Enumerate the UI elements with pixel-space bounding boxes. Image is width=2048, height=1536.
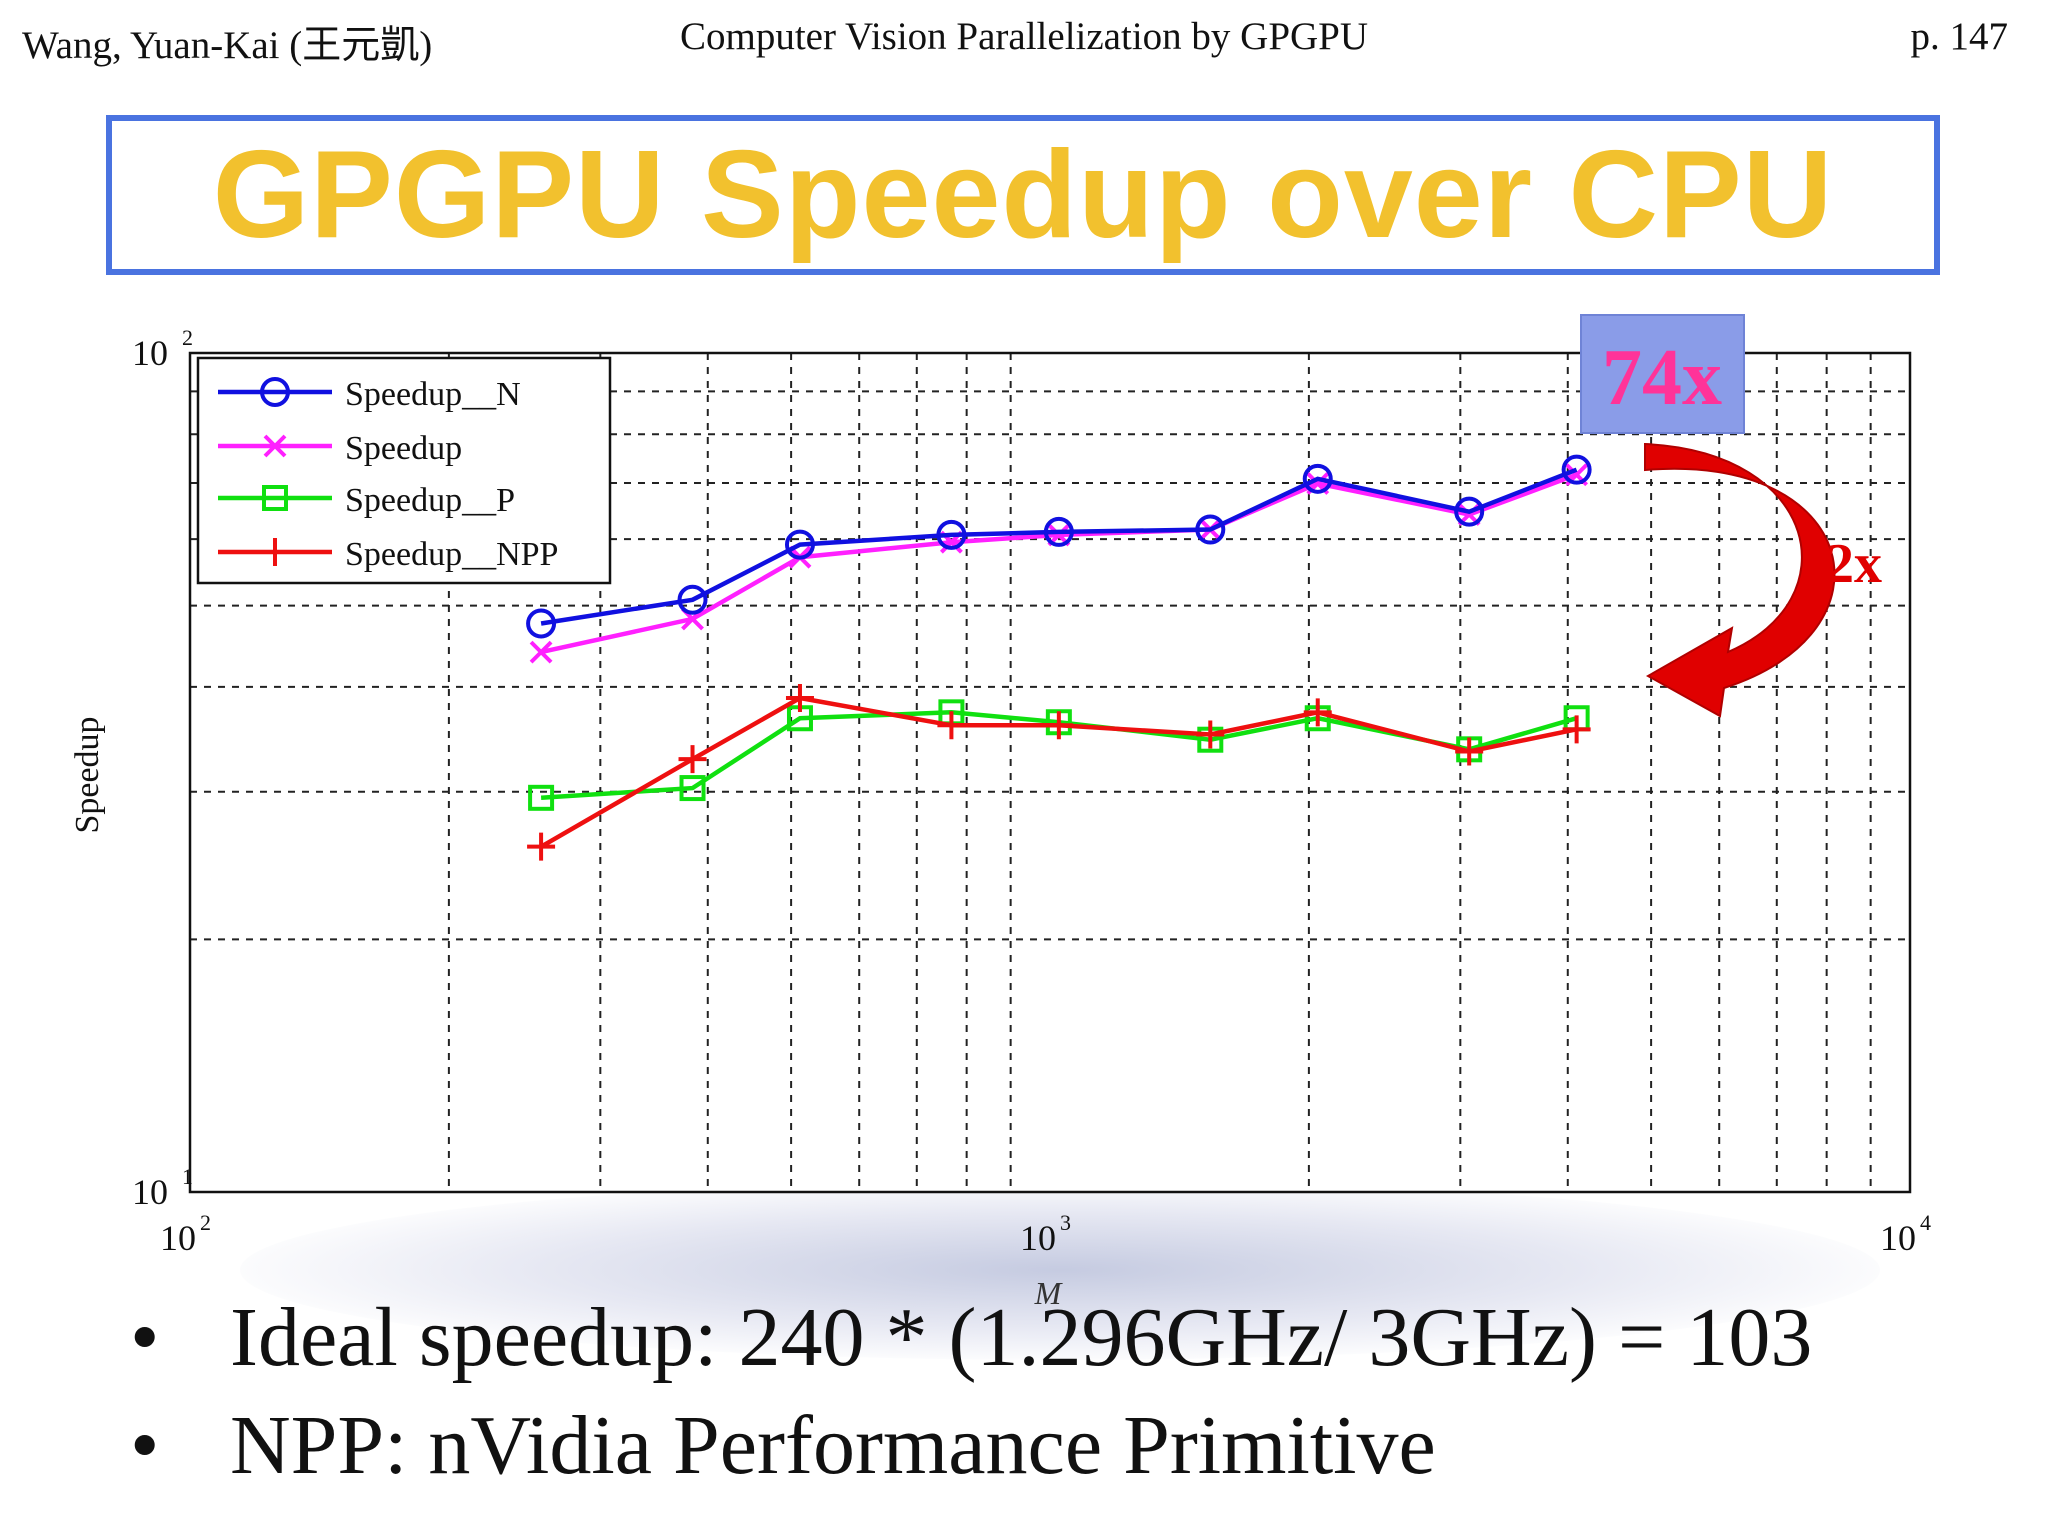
legend-label: Speedup: [345, 430, 462, 467]
data-point: [527, 832, 556, 861]
data-point: [1302, 463, 1333, 494]
data-point: [1044, 711, 1073, 740]
x-tick-label-base: 10: [160, 1218, 196, 1258]
cloud-shadow-decoration: [240, 1180, 1880, 1360]
y-tick-label-base: 10: [132, 333, 168, 373]
data-point: [679, 775, 706, 802]
data-point: [937, 711, 966, 740]
slide-title: GPGPU Speedup over CPU: [212, 126, 1834, 264]
bullet-text: Ideal speedup: 240 * (1.296GHz/ 3GHz) = …: [230, 1291, 1813, 1384]
data-point: [528, 784, 555, 811]
data-point: [1196, 720, 1225, 749]
x-tick-label: 10 3: [1020, 1210, 1071, 1258]
x-tick-label-exponent: 2: [200, 1210, 211, 1235]
legend-label: Speedup__NPP: [345, 536, 558, 573]
curved-arrow-shape: [1644, 442, 1836, 718]
data-point: [1455, 737, 1484, 766]
x-axis-label: M: [1034, 1275, 1064, 1311]
data-point: [1562, 715, 1591, 744]
legend-item: Speedup__N: [218, 376, 521, 413]
data-point: [1043, 516, 1074, 547]
y-tick-label-base: 10: [132, 1172, 168, 1212]
slide-header: Wang, Yuan-Kai (王元凱) Computer Vision Par…: [0, 14, 2048, 67]
y-tick-label: 10 2: [132, 325, 193, 373]
chart-legend: Speedup__N Speedup Speedup__P Speedup__NPP: [196, 356, 612, 585]
legend-box: [196, 356, 612, 585]
bullet-marker: •: [130, 1399, 160, 1492]
annotation-74x-box: [1580, 314, 1745, 434]
legend-item: Speedup__NPP: [218, 536, 558, 573]
x-tick-label-exponent: 4: [1920, 1210, 1931, 1235]
data-point: [677, 584, 708, 615]
annotation-74x-label: 74x: [1602, 334, 1722, 422]
x-tick-label-base: 10: [1020, 1218, 1056, 1258]
bullet-item-npp: • NPP: nVidia Performance Primitive: [130, 1392, 2010, 1500]
curved-arrow: [1644, 442, 1836, 718]
data-point: [784, 529, 815, 560]
legend-label: Speedup__P: [345, 482, 515, 519]
bullet-item-ideal-speedup: • Ideal speedup: 240 * (1.296GHz/ 3GHz) …: [130, 1284, 2010, 1392]
legend-swatch-marker: [263, 434, 287, 458]
bullet-text: NPP: nVidia Performance Primitive: [230, 1399, 1436, 1492]
legend-swatch-marker: [262, 485, 288, 511]
data-point: [1303, 698, 1332, 727]
course-title: Computer Vision Parallelization by GPGPU: [679, 15, 1369, 58]
legend-label: Speedup__N: [345, 376, 521, 413]
legend-swatch-marker: [260, 377, 290, 407]
author-name: Wang, Yuan-Kai (王元凱): [22, 24, 433, 67]
x-tick-label-base: 10: [1880, 1218, 1916, 1258]
y-tick-label-exponent: 1: [182, 1164, 193, 1189]
legend-item: Speedup: [218, 430, 462, 467]
data-point: [529, 640, 553, 664]
bullet-list: • Ideal speedup: 240 * (1.296GHz/ 3GHz) …: [130, 1284, 2010, 1500]
y-axis-label: Speedup: [69, 716, 106, 833]
x-tick-label-exponent: 3: [1060, 1210, 1071, 1235]
annotation-2x-label: 2x: [1826, 533, 1882, 595]
legend-item: Speedup__P: [218, 482, 515, 519]
slide-title-box: GPGPU Speedup over CPU: [106, 115, 1940, 275]
page-number: p. 147: [1910, 15, 2009, 58]
data-point: [936, 519, 967, 550]
legend-swatch-marker: [261, 538, 289, 566]
data-point: [1195, 514, 1226, 545]
y-tick-label: 10 1: [132, 1164, 193, 1212]
data-point: [678, 745, 707, 774]
axes-frame: [188, 351, 1912, 1194]
y-tick-label-exponent: 2: [182, 325, 193, 350]
series-speedup-npp: [527, 683, 1591, 861]
bullet-marker: •: [130, 1291, 160, 1384]
data-point: [526, 608, 557, 639]
data-point: [1454, 496, 1485, 527]
data-point: [785, 683, 814, 712]
series-line: [540, 467, 1578, 626]
data-point: [1561, 454, 1592, 485]
series-speedup-n: [526, 454, 1592, 639]
annotation-74x: 74x: [1580, 314, 1745, 434]
x-tick-label: 10 4: [1880, 1210, 1931, 1258]
x-tick-label: 10 2: [160, 1210, 211, 1258]
speedup-chart: 10 2 10 3 10 410 110 2MSpeedupSpeedup__NSpeedup…: [69, 314, 1931, 1311]
